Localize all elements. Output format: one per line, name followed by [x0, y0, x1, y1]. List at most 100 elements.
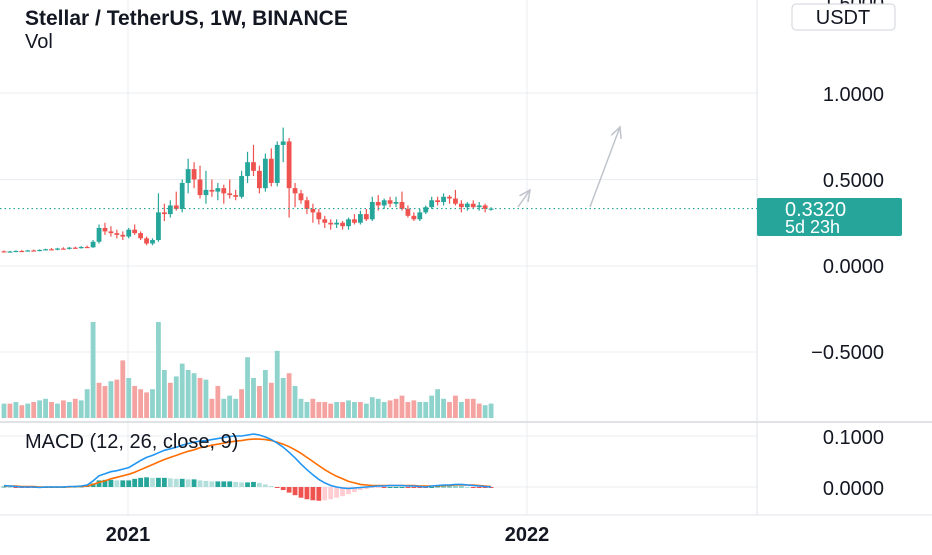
macd-histogram-bar	[310, 487, 316, 501]
volume-bar	[221, 398, 227, 418]
volume-bar	[458, 402, 464, 418]
candle-body	[102, 227, 108, 232]
volume-label: Vol	[25, 31, 53, 53]
volume-bar	[161, 370, 167, 418]
candle-body	[387, 200, 393, 204]
macd-histogram-bar	[257, 482, 262, 487]
price-tick-label: 1.0000	[823, 84, 884, 106]
candle-body	[84, 246, 90, 249]
candle-body	[126, 229, 132, 237]
candle-body	[257, 170, 262, 189]
volume-bar	[429, 395, 435, 418]
price-tick-label: 0.5000	[823, 170, 884, 192]
volume-bar	[43, 398, 48, 418]
volume-bar	[144, 392, 149, 418]
volume-bar	[84, 389, 90, 418]
time-axis-labels[interactable]: 2021 2022	[106, 524, 550, 546]
macd-histogram-bar	[328, 487, 334, 500]
macd-histogram-bar	[464, 487, 470, 488]
candle-body	[358, 214, 363, 223]
candle-body	[114, 233, 120, 235]
candle-body	[476, 205, 482, 208]
candle-body	[369, 201, 375, 220]
macd-line	[3, 433, 492, 490]
volume-bar	[363, 403, 369, 418]
volume-bar	[274, 350, 280, 418]
candle-body	[381, 200, 387, 206]
macd-histogram-bar	[363, 487, 369, 490]
volume-bar	[90, 322, 96, 418]
candle-body	[453, 198, 458, 204]
candle-body	[435, 200, 441, 202]
volume-bar	[120, 360, 126, 418]
price-tick-label: 0.0000	[823, 256, 884, 278]
volume-bar	[423, 402, 429, 418]
macd-histogram-bar	[393, 487, 399, 488]
macd-axis-labels[interactable]: 0.1000 0.0000	[823, 427, 884, 500]
candle-body	[227, 193, 233, 196]
candle-body	[488, 208, 494, 210]
time-tick-label: 2021	[106, 524, 151, 546]
macd-histogram-bar	[322, 487, 328, 501]
projection-arrow-long-head	[610, 125, 622, 140]
last-price-badge: 0.3320 5d 23h	[757, 198, 902, 237]
candle-body	[447, 196, 452, 199]
volume-bar	[441, 398, 446, 418]
volume-bar	[482, 405, 488, 418]
macd-histogram-bar	[209, 481, 215, 487]
volume-bar	[435, 389, 441, 418]
volume-bar	[132, 386, 138, 418]
macd-histogram-bar	[280, 487, 286, 491]
volume-bar	[227, 395, 233, 418]
candle-body	[19, 250, 25, 253]
candle-body	[167, 205, 173, 215]
macd-histogram-bar	[470, 487, 476, 488]
volume-bar	[1, 403, 7, 418]
candle-body	[464, 203, 470, 208]
chart-title: Stellar / TetherUS, 1W, BINANCE	[25, 7, 348, 30]
macd-histogram-bar	[197, 480, 203, 487]
volume-bar	[126, 378, 132, 418]
projection-arrow-short-head	[519, 188, 531, 202]
macd-tick-label: 0.1000	[823, 427, 884, 449]
macd-histogram-bar	[476, 487, 482, 488]
candle-body	[138, 233, 144, 239]
macd-histogram-bar	[203, 480, 209, 487]
volume-bar	[61, 400, 66, 418]
candle-body	[156, 212, 161, 241]
candle-body	[346, 219, 351, 227]
candle-body	[120, 234, 126, 237]
candle-body	[55, 248, 60, 250]
volume-bar	[387, 400, 393, 418]
macd-histogram-bar	[173, 478, 179, 487]
macd-histogram-bar	[375, 487, 381, 488]
volume-bar	[405, 402, 411, 418]
time-tick-label: 2022	[505, 524, 550, 546]
candle-body	[233, 195, 239, 197]
macd-histogram-bar	[399, 487, 405, 488]
volume-bar	[352, 402, 357, 418]
macd-histogram-bar	[239, 482, 244, 487]
macd-histogram-bar	[447, 486, 452, 488]
macd-histogram-bar	[453, 486, 458, 488]
volume-bar	[19, 405, 25, 418]
candle-body	[209, 189, 215, 192]
macd-histogram-bar	[316, 487, 322, 501]
macd-histogram-bar	[221, 481, 227, 487]
volume-bar	[257, 386, 262, 418]
volume-bar	[268, 382, 274, 418]
candle-body	[251, 162, 256, 171]
candle-body	[245, 162, 250, 177]
candle-body	[352, 219, 357, 223]
currency-button[interactable]: USDT	[791, 3, 896, 31]
volume-bar	[488, 403, 494, 418]
volume-bar	[334, 402, 340, 418]
macd-histogram-bar	[138, 477, 144, 487]
macd-histogram-bar	[435, 486, 441, 488]
volume-bar	[310, 398, 316, 418]
macd-layer	[1, 433, 494, 501]
macd-histogram-bar	[488, 487, 494, 488]
macd-histogram-bar	[108, 479, 114, 487]
